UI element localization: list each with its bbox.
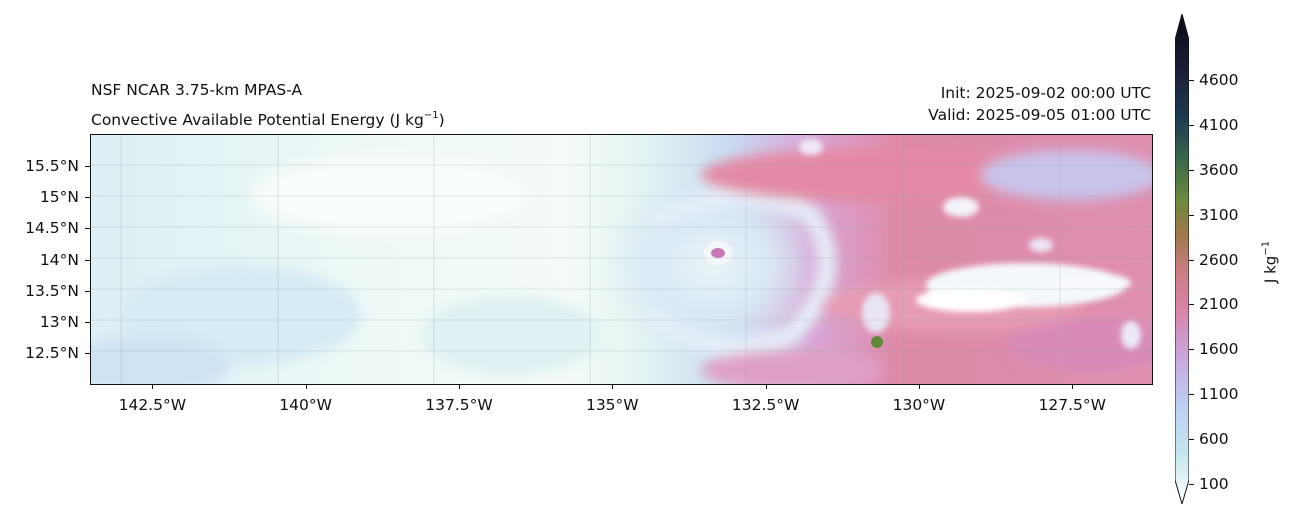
lat-tick-mark [85, 352, 90, 354]
graticule [91, 135, 1152, 384]
lon-tick-label: 127.5°W [1038, 396, 1106, 414]
lat-tick-label: 15.5°N [25, 157, 79, 176]
lat-tick-label: 14.5°N [25, 219, 79, 238]
map-title: NSF NCAR 3.75-km MPAS-A Convective Avail… [91, 78, 445, 133]
colorbar-tick-label: 100 [1199, 475, 1229, 493]
lat-tick-label: 13.5°N [25, 281, 79, 300]
model-name: NSF NCAR 3.75-km MPAS-A [91, 81, 303, 99]
field-label: Convective Available Potential Energy (J… [91, 111, 424, 129]
colorbar-tick-label: 3600 [1199, 160, 1239, 179]
colorbar-tick-label: 3100 [1199, 205, 1239, 224]
colorbar-tick-label: 4600 [1199, 70, 1239, 89]
colorbar-tick-label: 4100 [1199, 115, 1239, 134]
lon-tick-label: 140°W [279, 396, 332, 414]
time-info: Init: 2025-09-02 00:00 UTC Valid: 2025-0… [928, 82, 1151, 126]
map-panel[interactable] [90, 134, 1153, 385]
lat-tick-mark [85, 197, 90, 199]
lon-tick-mark [1072, 384, 1074, 389]
valid-time: Valid: 2025-09-05 01:00 UTC [928, 106, 1151, 124]
colorbar-tick-mark [1189, 169, 1194, 171]
lon-tick-mark [612, 384, 614, 389]
lon-tick-mark [918, 384, 920, 389]
lon-tick-mark [305, 384, 307, 389]
init-time: Init: 2025-09-02 00:00 UTC [940, 84, 1151, 102]
colorbar-tick-label: 2600 [1199, 250, 1239, 269]
lon-tick-label: 142.5°W [118, 396, 187, 414]
units-label: J kg [1261, 255, 1280, 284]
field-exponent: −1 [423, 110, 439, 121]
colorbar-scale [1174, 12, 1190, 506]
colorbar-tick-mark [1189, 214, 1194, 216]
colorbar-tick-mark [1189, 394, 1194, 396]
colorbar-tick-mark [1189, 79, 1194, 81]
lat-tick-mark [85, 290, 90, 292]
lon-tick-label: 132.5°W [731, 396, 800, 414]
lon-tick-mark [458, 384, 460, 389]
lat-tick-label: 13°N [39, 312, 79, 331]
field-structure [91, 147, 1152, 384]
lat-tick-mark [85, 228, 90, 230]
lat-tick-label: 15°N [39, 188, 79, 207]
hurricane-eye [711, 248, 725, 258]
field-close: ) [438, 111, 445, 129]
colorbar-tick-mark [1189, 124, 1194, 126]
lon-tick-mark [152, 384, 154, 389]
lat-tick-mark [85, 321, 90, 323]
lat-tick-label: 14°N [39, 250, 79, 269]
lon-tick-label: 130°W [892, 396, 946, 414]
colorbar-body [1174, 12, 1190, 506]
lon-tick-label: 135°W [585, 396, 639, 414]
colorbar-tick-mark [1189, 484, 1194, 485]
colorbar [1174, 12, 1190, 506]
lat-tick-mark [85, 166, 90, 168]
lat-tick-mark [85, 259, 90, 261]
lon-tick-label: 137.5°W [425, 396, 493, 414]
colorbar-tick-label: 1100 [1199, 385, 1239, 404]
colorbar-units: J kg−1 [1261, 241, 1280, 283]
lon-tick-mark [765, 384, 767, 389]
high-cape-cell [871, 336, 883, 348]
colorbar-tick-mark [1189, 304, 1194, 306]
cape-field [91, 135, 1152, 384]
colorbar-tick-mark [1189, 439, 1194, 441]
colorbar-tick-mark [1189, 349, 1194, 351]
colorbar-tick-label: 600 [1199, 430, 1229, 449]
convective-clouds [799, 139, 1141, 349]
colorbar-tick-label: 1600 [1199, 340, 1239, 359]
colorbar-tick-label: 2100 [1199, 295, 1239, 314]
field-name: Convective Available Potential Energy (J… [91, 103, 445, 133]
lat-tick-label: 12.5°N [25, 343, 79, 362]
units-exponent: −1 [1260, 240, 1272, 256]
colorbar-tick-mark [1189, 259, 1194, 261]
